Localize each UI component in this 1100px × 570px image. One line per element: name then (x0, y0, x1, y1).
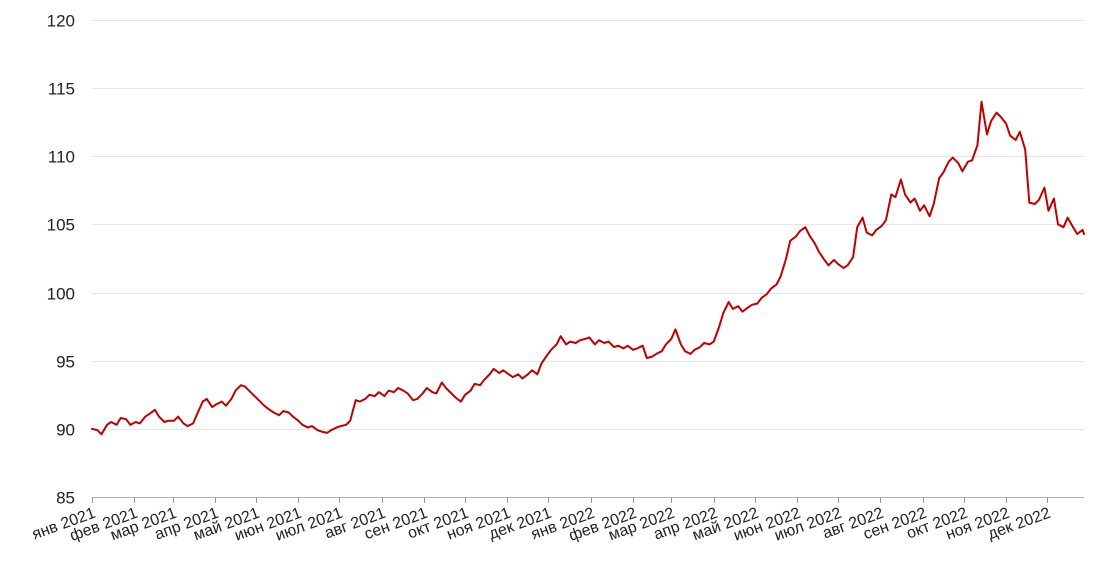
y-tick-label: 120 (47, 12, 75, 31)
series (91, 100, 1085, 436)
y-tick-label: 115 (48, 80, 75, 99)
y-tick-label: 85 (56, 489, 75, 508)
series-line (91, 100, 1085, 436)
y-tick-label: 90 (56, 421, 75, 440)
y-tick-label: 95 (56, 353, 75, 372)
y-tick-label: 110 (48, 148, 75, 167)
y-tick-label: 100 (47, 285, 75, 304)
grid (92, 20, 1084, 430)
y-axis-tick-labels: 85 90 95 100 105 110 115 120 (47, 12, 75, 508)
y-tick-label: 105 (47, 216, 75, 235)
